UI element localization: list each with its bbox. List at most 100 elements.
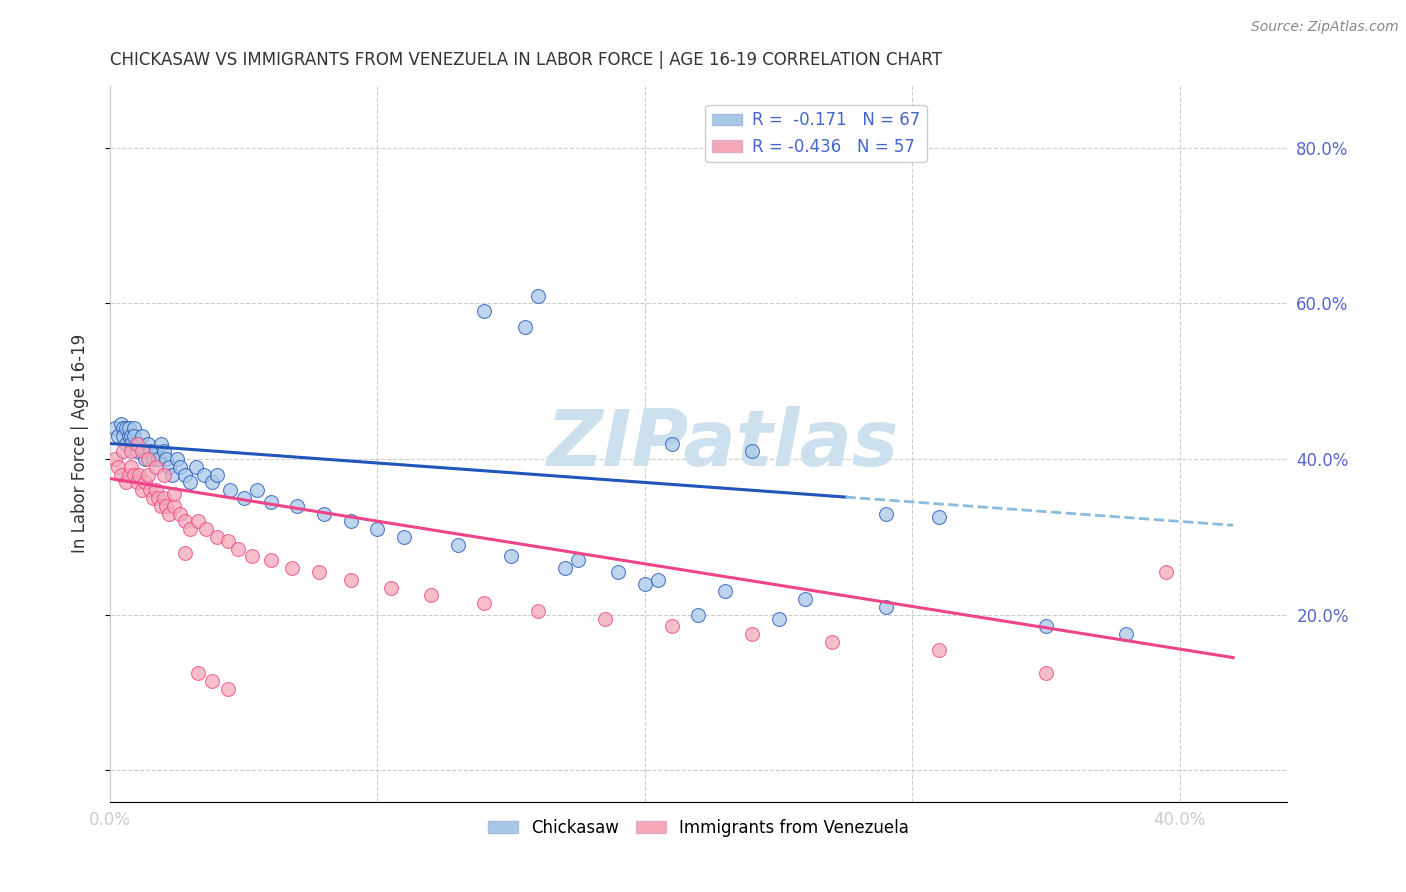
Point bbox=[308, 565, 330, 579]
Point bbox=[634, 576, 657, 591]
Point bbox=[527, 604, 550, 618]
Point bbox=[392, 530, 415, 544]
Point bbox=[527, 288, 550, 302]
Point bbox=[217, 681, 239, 696]
Point bbox=[647, 573, 669, 587]
Point bbox=[312, 507, 335, 521]
Point bbox=[118, 421, 141, 435]
Point bbox=[928, 510, 950, 524]
Point bbox=[112, 444, 135, 458]
Point bbox=[179, 475, 201, 490]
Point bbox=[169, 507, 191, 521]
Point bbox=[139, 444, 162, 458]
Point bbox=[112, 429, 135, 443]
Point bbox=[217, 533, 239, 548]
Point bbox=[145, 444, 167, 458]
Point bbox=[179, 522, 201, 536]
Point bbox=[875, 507, 897, 521]
Point bbox=[232, 491, 254, 505]
Point bbox=[174, 515, 197, 529]
Point bbox=[157, 507, 180, 521]
Point bbox=[193, 467, 215, 482]
Point bbox=[661, 619, 683, 633]
Point bbox=[163, 487, 186, 501]
Point bbox=[125, 436, 148, 450]
Point bbox=[139, 483, 162, 498]
Point bbox=[339, 515, 361, 529]
Point bbox=[142, 491, 165, 505]
Point bbox=[104, 452, 127, 467]
Point bbox=[567, 553, 589, 567]
Point bbox=[1154, 565, 1177, 579]
Point bbox=[152, 467, 174, 482]
Point bbox=[447, 538, 470, 552]
Point bbox=[131, 444, 153, 458]
Point bbox=[148, 452, 170, 467]
Point bbox=[513, 319, 536, 334]
Point bbox=[110, 417, 132, 431]
Point bbox=[145, 459, 167, 474]
Point bbox=[380, 581, 402, 595]
Point bbox=[794, 592, 817, 607]
Point bbox=[259, 495, 281, 509]
Point bbox=[110, 467, 132, 482]
Point bbox=[125, 436, 148, 450]
Point bbox=[281, 561, 304, 575]
Point bbox=[155, 452, 177, 467]
Point bbox=[115, 436, 138, 450]
Point bbox=[148, 491, 170, 505]
Point bbox=[145, 483, 167, 498]
Point bbox=[128, 436, 150, 450]
Y-axis label: In Labor Force | Age 16-19: In Labor Force | Age 16-19 bbox=[72, 334, 89, 553]
Point bbox=[118, 467, 141, 482]
Point bbox=[125, 444, 148, 458]
Point bbox=[160, 467, 183, 482]
Point bbox=[115, 475, 138, 490]
Point bbox=[136, 436, 159, 450]
Point bbox=[134, 475, 156, 490]
Text: ZIPatlas: ZIPatlas bbox=[546, 406, 898, 482]
Point bbox=[121, 444, 143, 458]
Point bbox=[240, 549, 263, 564]
Point bbox=[122, 429, 145, 443]
Point bbox=[112, 421, 135, 435]
Point bbox=[554, 561, 576, 575]
Text: Source: ZipAtlas.com: Source: ZipAtlas.com bbox=[1251, 20, 1399, 34]
Point bbox=[205, 530, 228, 544]
Point bbox=[821, 635, 844, 649]
Point bbox=[607, 565, 630, 579]
Point bbox=[474, 596, 496, 610]
Point bbox=[201, 475, 224, 490]
Point bbox=[121, 429, 143, 443]
Point bbox=[201, 673, 224, 688]
Point bbox=[131, 483, 153, 498]
Point bbox=[875, 599, 897, 614]
Point bbox=[152, 491, 174, 505]
Text: CHICKASAW VS IMMIGRANTS FROM VENEZUELA IN LABOR FORCE | AGE 16-19 CORRELATION CH: CHICKASAW VS IMMIGRANTS FROM VENEZUELA I… bbox=[110, 51, 942, 69]
Point bbox=[174, 467, 197, 482]
Point bbox=[928, 642, 950, 657]
Point bbox=[1035, 619, 1057, 633]
Point bbox=[136, 467, 159, 482]
Point bbox=[152, 444, 174, 458]
Point bbox=[155, 499, 177, 513]
Point bbox=[169, 459, 191, 474]
Point bbox=[149, 499, 172, 513]
Point bbox=[136, 452, 159, 467]
Point bbox=[741, 444, 763, 458]
Point bbox=[285, 499, 308, 513]
Point bbox=[122, 467, 145, 482]
Point bbox=[1115, 627, 1137, 641]
Point bbox=[115, 421, 138, 435]
Point bbox=[157, 459, 180, 474]
Point bbox=[474, 304, 496, 318]
Point bbox=[142, 452, 165, 467]
Point bbox=[420, 588, 443, 602]
Point bbox=[118, 429, 141, 443]
Point bbox=[768, 612, 790, 626]
Point bbox=[246, 483, 269, 498]
Point bbox=[174, 545, 197, 559]
Point bbox=[187, 666, 209, 681]
Point bbox=[163, 499, 186, 513]
Point bbox=[366, 522, 388, 536]
